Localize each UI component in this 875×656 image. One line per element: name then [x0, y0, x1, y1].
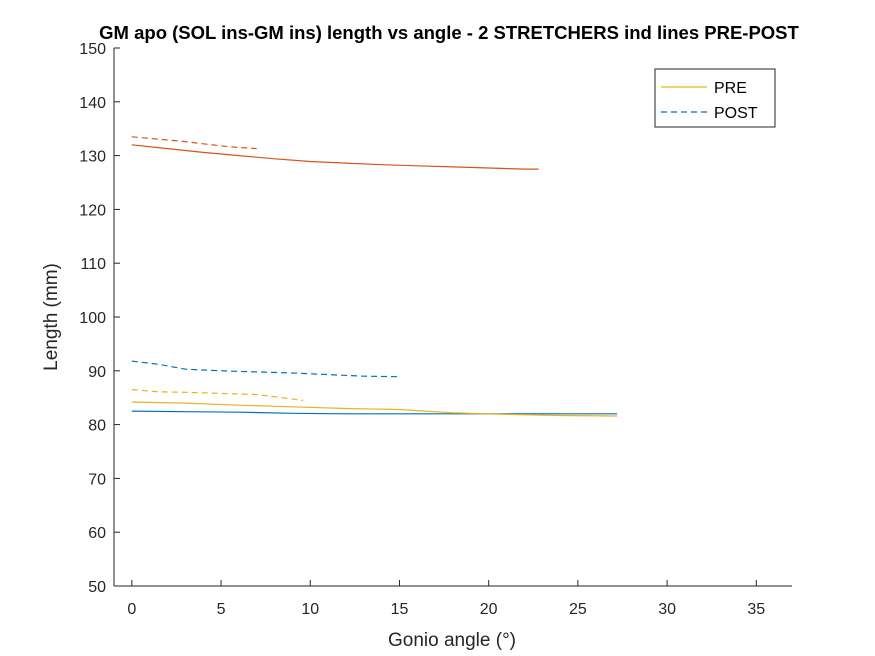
x-tick-label: 25 — [569, 601, 587, 618]
x-tick-label: 5 — [217, 601, 226, 618]
x-tick-label: 35 — [747, 601, 765, 618]
y-tick-label: 120 — [79, 202, 106, 219]
y-tick-label: 130 — [79, 149, 106, 166]
legend-box — [654, 68, 776, 128]
chart-title: GM apo (SOL ins-GM ins) length vs angle … — [99, 22, 799, 43]
x-tick-label: 0 — [127, 601, 136, 618]
x-tick-label: 15 — [391, 601, 409, 618]
series-line-2 — [131, 136, 257, 150]
series-line-1 — [131, 144, 539, 170]
legend-label-pre: PRE — [714, 80, 747, 97]
y-tick-label: 70 — [88, 471, 106, 488]
series-layer — [131, 136, 618, 417]
series-line-3 — [131, 410, 618, 415]
y-tick-label: 140 — [79, 95, 106, 112]
x-axis-label: Gonio angle (°) — [388, 630, 516, 651]
plot-area — [114, 48, 792, 586]
y-tick-label: 50 — [88, 579, 106, 596]
legend-label-post: POST — [714, 105, 758, 122]
series-line-6 — [131, 389, 304, 401]
y-tick-label: 80 — [88, 418, 106, 435]
y-tick-label: 90 — [88, 364, 106, 381]
x-tick-label: 10 — [301, 601, 319, 618]
x-tick-label: 20 — [480, 601, 498, 618]
axes: 0 5 10 15 20 25 30 35 50 60 70 80 90 100 110 120 130 140 1… — [79, 41, 792, 618]
series-line-5 — [131, 401, 618, 417]
y-axis-label: Length (mm) — [41, 263, 62, 371]
x-tick-label: 30 — [658, 601, 676, 618]
y-tick-label: 100 — [79, 310, 106, 327]
y-tick-label: 150 — [79, 41, 106, 58]
series-line-4 — [131, 360, 400, 378]
y-tick-label: 60 — [88, 525, 106, 542]
y-tick-label: 110 — [80, 256, 106, 273]
legend: PRE POST — [654, 68, 776, 128]
